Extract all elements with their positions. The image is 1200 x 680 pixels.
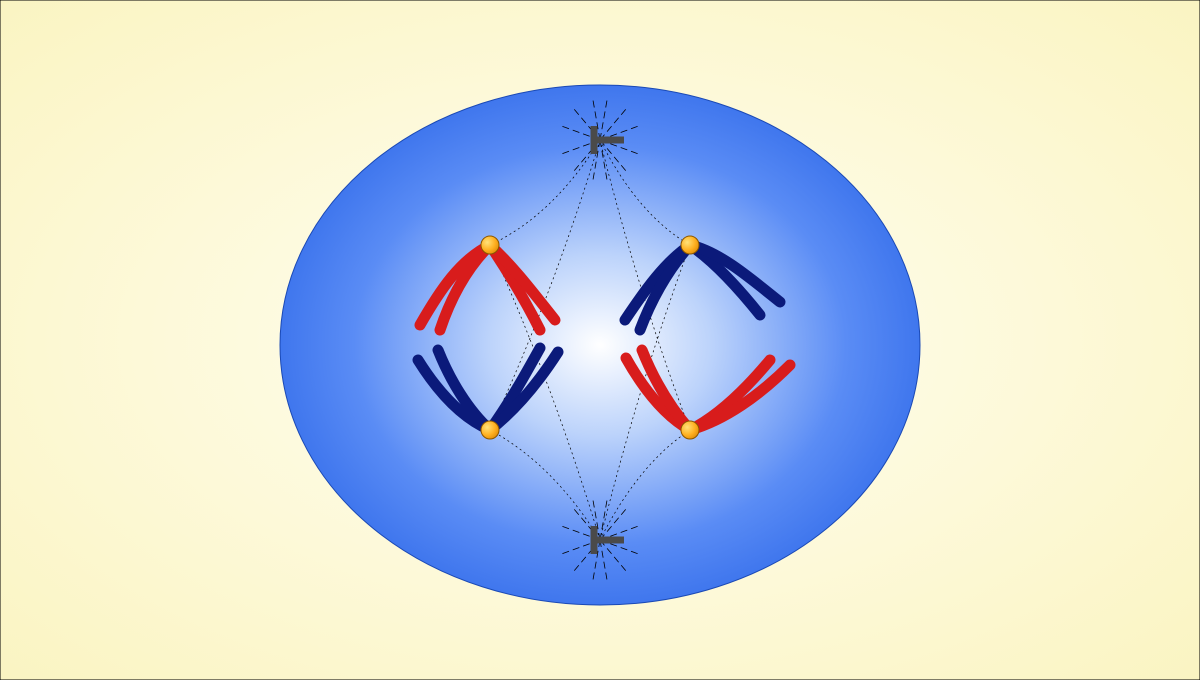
centromere xyxy=(481,236,499,254)
cell-body xyxy=(280,85,920,605)
centromere xyxy=(681,236,699,254)
centromere xyxy=(681,421,699,439)
cell-division-diagram xyxy=(0,0,1200,680)
centriole-bar xyxy=(596,537,624,544)
cell-ellipse xyxy=(280,85,920,605)
centriole-bar xyxy=(596,137,624,144)
centromere xyxy=(481,421,499,439)
